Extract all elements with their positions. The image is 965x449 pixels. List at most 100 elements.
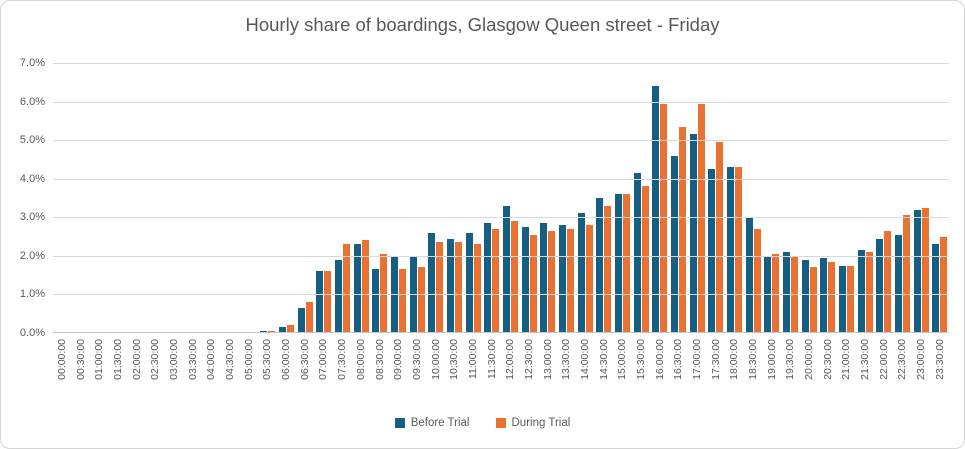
bar-before-trial [652,86,660,333]
x-tick: 10:00:00 [426,339,445,415]
x-tick-label: 06:30:00 [298,339,311,380]
bar-during-trial [417,267,425,333]
bar-before-trial [764,255,772,333]
bar-during-trial [847,265,855,333]
bar-during-trial [473,244,481,333]
x-tick-label: 01:30:00 [112,339,125,380]
bar-before-trial [839,265,847,333]
bar-during-trial [342,244,350,333]
x-tick: 08:00:00 [352,339,371,415]
x-tick-label: 01:00:00 [93,339,106,380]
x-tick: 17:00:00 [688,339,707,415]
x-tick-label: 21:30:00 [858,339,871,380]
x-tick-label: 16:00:00 [653,339,666,380]
bar-before-trial [633,172,641,333]
bar-during-trial [286,325,294,333]
bar-before-trial [577,213,585,333]
x-tick-label: 22:00:00 [877,339,890,380]
x-tick-label: 21:00:00 [840,339,853,380]
bar-during-trial [772,253,780,333]
bar-before-trial [689,134,697,333]
bar-before-trial [727,167,735,333]
bar-during-trial [622,194,630,333]
x-tick: 18:30:00 [744,339,763,415]
x-tick: 17:30:00 [707,339,726,415]
category-group [501,63,520,333]
bar-during-trial [604,205,612,333]
category-group [744,63,763,333]
y-tick-label: 2.0% [19,249,45,262]
x-tick-label: 05:30:00 [261,339,274,380]
bar-before-trial [540,223,548,333]
bar-during-trial [566,228,574,333]
bar-during-trial [305,302,313,333]
x-tick-label: 20:00:00 [802,339,815,380]
x-tick: 11:00:00 [464,339,483,415]
x-tick-label: 14:30:00 [597,339,610,380]
y-tick-label: 7.0% [19,57,45,69]
y-tick-label: 6.0% [19,95,45,108]
x-tick-label: 03:30:00 [186,339,199,380]
x-tick-label: 07:00:00 [317,339,330,380]
category-group [333,63,352,333]
x-tick-label: 16:30:00 [672,339,685,380]
category-group [912,63,931,333]
bar-before-trial [297,307,305,333]
x-tick: 14:00:00 [576,339,595,415]
x-tick-label: 13:00:00 [541,339,554,380]
category-group [576,63,595,333]
x-tick: 23:30:00 [931,339,950,415]
bar-before-trial [484,223,492,333]
x-tick-label: 17:00:00 [690,339,703,380]
x-tick: 15:00:00 [613,339,632,415]
x-tick: 22:00:00 [875,339,894,415]
x-tick: 07:00:00 [314,339,333,415]
bar-before-trial [390,255,398,333]
x-tick-label: 22:30:00 [896,339,909,380]
x-axis-line [53,332,949,333]
category-group [632,63,651,333]
bars-row [53,63,949,333]
category-group [538,63,557,333]
bar-during-trial [865,252,873,333]
bar-during-trial [679,126,686,333]
category-group [184,63,203,333]
category-group [931,63,950,333]
category-group [352,63,371,333]
x-tick-label: 11:30:00 [485,339,498,380]
legend-item-before-trial: Before Trial [394,417,470,429]
x-tick: 20:00:00 [800,339,819,415]
bar-during-trial [716,142,724,333]
x-tick: 21:00:00 [837,339,856,415]
category-group [725,63,744,333]
bar-before-trial [895,234,903,333]
x-tick: 13:00:00 [538,339,557,415]
category-group [90,63,109,333]
bar-during-trial [361,240,369,333]
x-tick: 04:30:00 [221,339,240,415]
bar-before-trial [596,198,604,333]
y-tick-label: 5.0% [19,134,45,147]
x-tick-label: 23:00:00 [914,339,927,380]
bar-before-trial [446,238,454,333]
bar-before-trial [876,238,884,333]
y-tick-label: 1.0% [19,288,45,301]
category-group [445,63,464,333]
category-group [53,63,72,333]
bar-before-trial [671,155,678,333]
x-tick: 02:30:00 [146,339,165,415]
x-tick-label: 09:00:00 [392,339,405,380]
gridline [53,255,949,257]
bar-before-trial [708,169,716,333]
x-tick-label: 12:30:00 [522,339,535,380]
bar-before-trial [614,194,622,333]
x-tick-label: 04:30:00 [224,339,237,380]
legend-swatch-during-trial [495,418,506,428]
x-tick: 09:30:00 [408,339,427,415]
bar-before-trial [334,259,342,333]
x-tick-label: 15:00:00 [616,339,629,380]
category-group [72,63,91,333]
category-group [464,63,483,333]
x-tick: 19:00:00 [763,339,782,415]
